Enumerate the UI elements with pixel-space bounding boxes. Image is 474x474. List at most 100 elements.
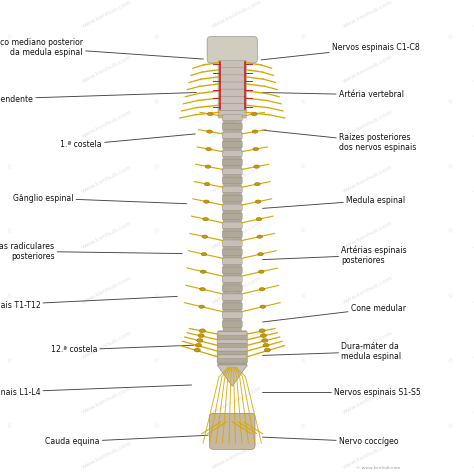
Ellipse shape: [262, 338, 268, 342]
Text: ©: ©: [154, 230, 159, 235]
FancyBboxPatch shape: [218, 96, 246, 104]
Text: Nervos espinais L1-L4: Nervos espinais L1-L4: [0, 385, 191, 397]
Ellipse shape: [252, 130, 258, 133]
Text: ©: ©: [447, 100, 453, 105]
FancyBboxPatch shape: [218, 75, 246, 82]
Text: ©: ©: [154, 100, 159, 105]
Text: Artéria vertebral: Artéria vertebral: [263, 91, 404, 99]
Text: www.kenhub.com: www.kenhub.com: [341, 55, 393, 84]
Text: www.kenhub.com: www.kenhub.com: [341, 220, 393, 249]
FancyBboxPatch shape: [222, 141, 242, 147]
Text: www.kenhub.com: www.kenhub.com: [341, 0, 393, 29]
Text: ©: ©: [301, 230, 306, 235]
Text: www.kenhub.com: www.kenhub.com: [472, 220, 474, 249]
Ellipse shape: [257, 235, 263, 238]
Text: www.kenhub.com: www.kenhub.com: [0, 440, 2, 470]
Text: www.kenhub.com: www.kenhub.com: [0, 220, 2, 249]
Ellipse shape: [201, 270, 206, 273]
Text: www.kenhub.com: www.kenhub.com: [0, 55, 2, 84]
Ellipse shape: [195, 343, 201, 347]
Ellipse shape: [263, 343, 269, 347]
Text: www.kenhub.com: www.kenhub.com: [341, 440, 393, 470]
FancyBboxPatch shape: [218, 68, 246, 75]
Text: www.kenhub.com: www.kenhub.com: [81, 330, 133, 360]
FancyBboxPatch shape: [222, 285, 242, 292]
Ellipse shape: [207, 130, 212, 133]
FancyBboxPatch shape: [222, 168, 242, 174]
Ellipse shape: [259, 288, 265, 291]
FancyBboxPatch shape: [222, 276, 242, 283]
FancyBboxPatch shape: [219, 60, 246, 115]
Text: ©: ©: [301, 359, 306, 365]
Ellipse shape: [198, 334, 204, 337]
Text: ©: ©: [301, 36, 306, 40]
FancyBboxPatch shape: [217, 332, 247, 336]
Text: www.kenhub.com: www.kenhub.com: [341, 164, 393, 194]
Text: www.kenhub.com: www.kenhub.com: [472, 0, 474, 29]
Ellipse shape: [251, 112, 257, 116]
Ellipse shape: [254, 165, 259, 168]
FancyBboxPatch shape: [222, 123, 242, 129]
Text: Gânglio espinal: Gânglio espinal: [13, 194, 187, 204]
Text: ©: ©: [447, 230, 453, 235]
Ellipse shape: [200, 288, 205, 291]
Ellipse shape: [204, 182, 210, 186]
FancyBboxPatch shape: [217, 359, 247, 363]
Ellipse shape: [208, 112, 213, 116]
Ellipse shape: [258, 253, 264, 256]
Ellipse shape: [260, 305, 266, 309]
Ellipse shape: [202, 235, 208, 238]
FancyBboxPatch shape: [218, 82, 246, 90]
FancyBboxPatch shape: [223, 113, 242, 333]
Text: ©: ©: [447, 36, 453, 40]
Ellipse shape: [203, 200, 209, 203]
Ellipse shape: [256, 218, 262, 221]
Text: KEN: KEN: [427, 450, 445, 459]
Text: www.kenhub.com: www.kenhub.com: [211, 330, 263, 360]
FancyBboxPatch shape: [222, 321, 242, 327]
FancyBboxPatch shape: [222, 195, 242, 201]
Text: ©: ©: [7, 165, 12, 170]
Text: Raizes posteriores
dos nervos espinais: Raizes posteriores dos nervos espinais: [263, 130, 416, 152]
Text: www.kenhub.com: www.kenhub.com: [81, 440, 133, 470]
Text: www.kenhub.com: www.kenhub.com: [211, 0, 263, 29]
Text: ©: ©: [301, 424, 306, 429]
Polygon shape: [217, 365, 247, 386]
FancyBboxPatch shape: [217, 355, 247, 359]
Text: www.kenhub.com: www.kenhub.com: [472, 275, 474, 305]
Text: © www.kenhub.com: © www.kenhub.com: [356, 466, 401, 470]
FancyBboxPatch shape: [218, 61, 246, 68]
Text: www.kenhub.com: www.kenhub.com: [472, 55, 474, 84]
Ellipse shape: [255, 182, 260, 186]
Text: ©: ©: [447, 294, 453, 300]
Text: Dura-máter da
medula espinal: Dura-máter da medula espinal: [263, 342, 401, 361]
Text: www.kenhub.com: www.kenhub.com: [0, 385, 2, 415]
Text: www.kenhub.com: www.kenhub.com: [472, 440, 474, 470]
FancyBboxPatch shape: [217, 343, 247, 348]
FancyBboxPatch shape: [222, 312, 242, 318]
Text: ©: ©: [7, 359, 12, 365]
FancyBboxPatch shape: [218, 110, 246, 118]
FancyBboxPatch shape: [222, 186, 242, 192]
Text: Cone medular: Cone medular: [263, 304, 406, 322]
Text: www.kenhub.com: www.kenhub.com: [472, 385, 474, 415]
Text: www.kenhub.com: www.kenhub.com: [81, 55, 133, 84]
Ellipse shape: [259, 329, 265, 333]
Text: ©: ©: [7, 36, 12, 40]
FancyBboxPatch shape: [222, 267, 242, 273]
Ellipse shape: [264, 348, 270, 352]
Ellipse shape: [253, 147, 259, 151]
FancyBboxPatch shape: [217, 336, 247, 340]
Text: www.kenhub.com: www.kenhub.com: [341, 385, 393, 415]
Text: ©: ©: [154, 359, 159, 365]
FancyBboxPatch shape: [218, 330, 247, 366]
FancyBboxPatch shape: [210, 413, 255, 449]
Text: ©: ©: [154, 294, 159, 300]
Text: HUB: HUB: [427, 460, 446, 469]
Text: ©: ©: [447, 359, 453, 365]
Text: ©: ©: [301, 100, 306, 105]
Text: www.kenhub.com: www.kenhub.com: [211, 164, 263, 194]
Ellipse shape: [205, 165, 211, 168]
FancyBboxPatch shape: [217, 339, 247, 344]
Text: ©: ©: [7, 424, 12, 429]
